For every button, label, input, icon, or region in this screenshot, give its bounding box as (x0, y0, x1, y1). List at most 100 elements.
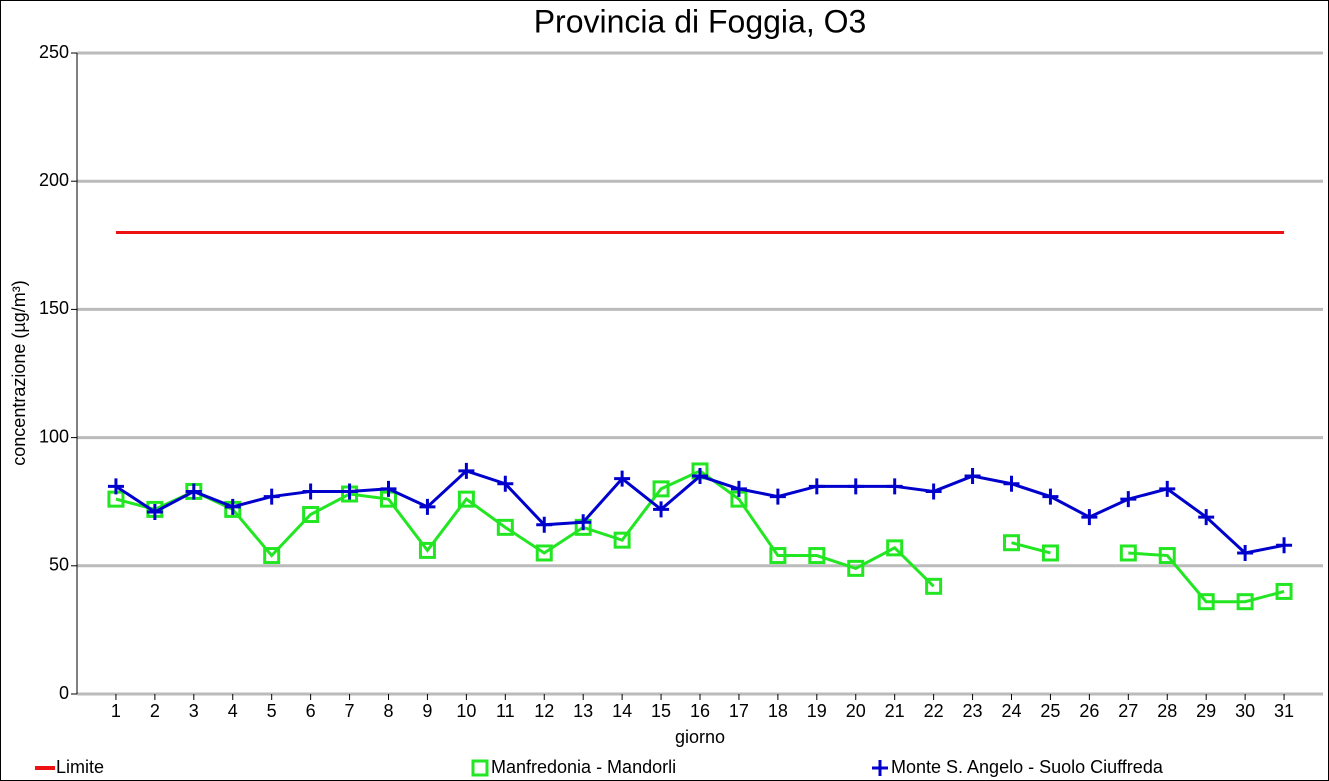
point (1159, 480, 1176, 497)
point (1237, 544, 1254, 561)
point (1197, 593, 1215, 611)
x-tick-label: 22 (924, 701, 944, 721)
x-tick-label: 7 (345, 701, 355, 721)
x-tick-label: 17 (729, 701, 749, 721)
point (418, 541, 436, 559)
x-tick-label: 24 (1001, 701, 1021, 721)
point (536, 516, 553, 533)
legend-swatch (471, 759, 489, 777)
x-tick-label: 1 (111, 701, 121, 721)
point (302, 483, 319, 500)
point (614, 470, 631, 487)
point (302, 506, 320, 524)
x-tick-label: 23 (963, 701, 983, 721)
x-tick-label: 10 (456, 701, 476, 721)
series-line (115, 469, 935, 588)
point (224, 498, 241, 515)
point (1042, 488, 1059, 505)
point (457, 490, 475, 508)
x-tick-label: 31 (1274, 701, 1294, 721)
point (613, 531, 631, 549)
y-tick-label: 100 (39, 426, 69, 446)
point (1003, 534, 1020, 552)
x-tick-label: 13 (573, 701, 593, 721)
point (1276, 537, 1293, 554)
point (263, 488, 280, 505)
legend-label: Monte S. Angelo - Suolo Ciuffreda (891, 757, 1164, 777)
y-tick-label: 250 (39, 42, 69, 62)
point (535, 544, 553, 562)
point (808, 478, 825, 495)
x-tick-label: 5 (267, 701, 277, 721)
x-tick-label: 4 (228, 701, 238, 721)
x-axis-label: giorno (675, 727, 725, 747)
point (808, 547, 826, 565)
x-tick-label: 25 (1040, 701, 1060, 721)
point (769, 488, 786, 505)
point (1081, 509, 1098, 526)
point (692, 468, 708, 485)
point (730, 480, 747, 497)
point (652, 480, 670, 498)
point (341, 483, 358, 500)
point (458, 462, 475, 479)
point (185, 483, 202, 500)
y-tick-label: 0 (59, 683, 69, 703)
legend-label: Limite (56, 757, 104, 777)
x-tick-label: 11 (496, 701, 515, 721)
x-tick-label: 30 (1235, 701, 1255, 721)
point (1041, 544, 1059, 562)
x-tick-label: 28 (1157, 701, 1177, 721)
point (1003, 475, 1020, 492)
point (497, 475, 514, 492)
point (1236, 593, 1254, 611)
point (1120, 491, 1137, 508)
x-tick-label: 20 (846, 701, 866, 721)
x-tick-label: 15 (651, 701, 671, 721)
x-tick-label: 9 (422, 701, 432, 721)
chart-title: Provincia di Foggia, O3 (534, 3, 867, 39)
x-tick-label: 3 (189, 701, 199, 721)
point (575, 514, 592, 531)
x-tick-label: 29 (1196, 701, 1216, 721)
point (380, 480, 397, 497)
x-tick-label: 16 (690, 701, 710, 721)
x-tick-label: 18 (768, 701, 788, 721)
series-line (1128, 551, 1285, 604)
point (107, 478, 124, 495)
y-axis-label: concentrazione (µg/m³) (9, 280, 29, 465)
point (1275, 582, 1293, 600)
x-tick-label: 26 (1079, 701, 1099, 721)
point (886, 539, 904, 557)
point (146, 503, 163, 520)
x-tick-label: 21 (885, 701, 905, 721)
point (886, 478, 903, 495)
x-tick-label: 12 (534, 701, 554, 721)
point (964, 468, 981, 485)
point (1158, 547, 1176, 565)
point (847, 478, 864, 495)
x-tick-label: 27 (1118, 701, 1138, 721)
point (1198, 509, 1215, 526)
x-tick-label: 8 (383, 701, 393, 721)
point (769, 547, 787, 565)
point (847, 559, 865, 577)
point (1119, 544, 1137, 562)
y-tick-label: 150 (39, 298, 69, 318)
y-tick-label: 200 (39, 170, 69, 190)
point (263, 547, 281, 565)
point (419, 498, 436, 515)
point (925, 577, 943, 595)
y-tick-label: 50 (49, 555, 69, 575)
point (925, 483, 942, 500)
legend-label: Manfredonia - Mandorli (491, 757, 676, 777)
x-tick-label: 6 (306, 701, 316, 721)
x-tick-label: 2 (150, 701, 160, 721)
point (496, 518, 514, 536)
legend-swatch (872, 760, 888, 776)
x-tick-label: 14 (612, 701, 632, 721)
x-tick-label: 19 (807, 701, 827, 721)
point (653, 501, 670, 518)
